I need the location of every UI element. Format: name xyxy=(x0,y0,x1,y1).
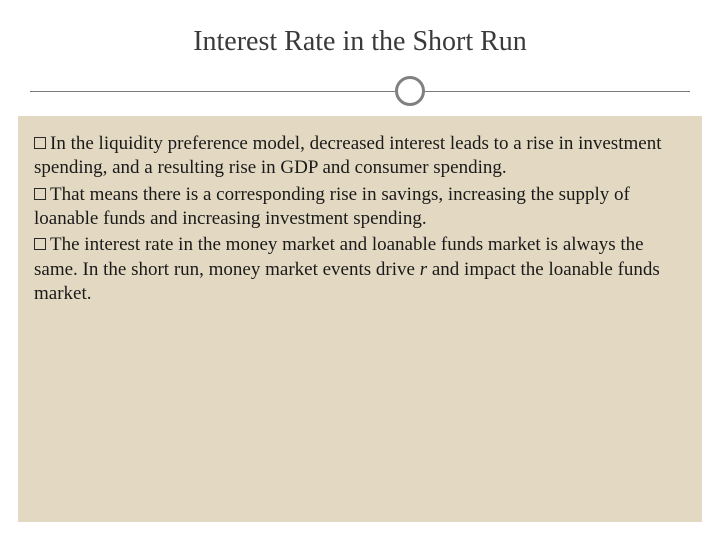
bullet-text: In the liquidity preference model, decre… xyxy=(34,133,661,178)
square-bullet-icon xyxy=(34,188,46,200)
content-area: In the liquidity preference model, decre… xyxy=(18,116,702,522)
bullet-item: In the liquidity preference model, decre… xyxy=(34,132,686,181)
bullet-text: The interest rate in the money market an… xyxy=(34,234,660,304)
bullet-item: That means there is a corresponding rise… xyxy=(34,183,686,232)
title-area: Interest Rate in the Short Run xyxy=(0,0,720,76)
divider-circle-icon xyxy=(395,76,425,106)
page-title: Interest Rate in the Short Run xyxy=(0,26,720,58)
square-bullet-icon xyxy=(34,137,46,149)
slide: Interest Rate in the Short Run In the li… xyxy=(0,0,720,540)
square-bullet-icon xyxy=(34,238,46,250)
divider xyxy=(0,76,720,106)
divider-line xyxy=(30,91,690,92)
bullet-text: That means there is a corresponding rise… xyxy=(34,184,630,229)
bullet-text-italic: r xyxy=(420,259,427,280)
bullet-item: The interest rate in the money market an… xyxy=(34,233,686,306)
